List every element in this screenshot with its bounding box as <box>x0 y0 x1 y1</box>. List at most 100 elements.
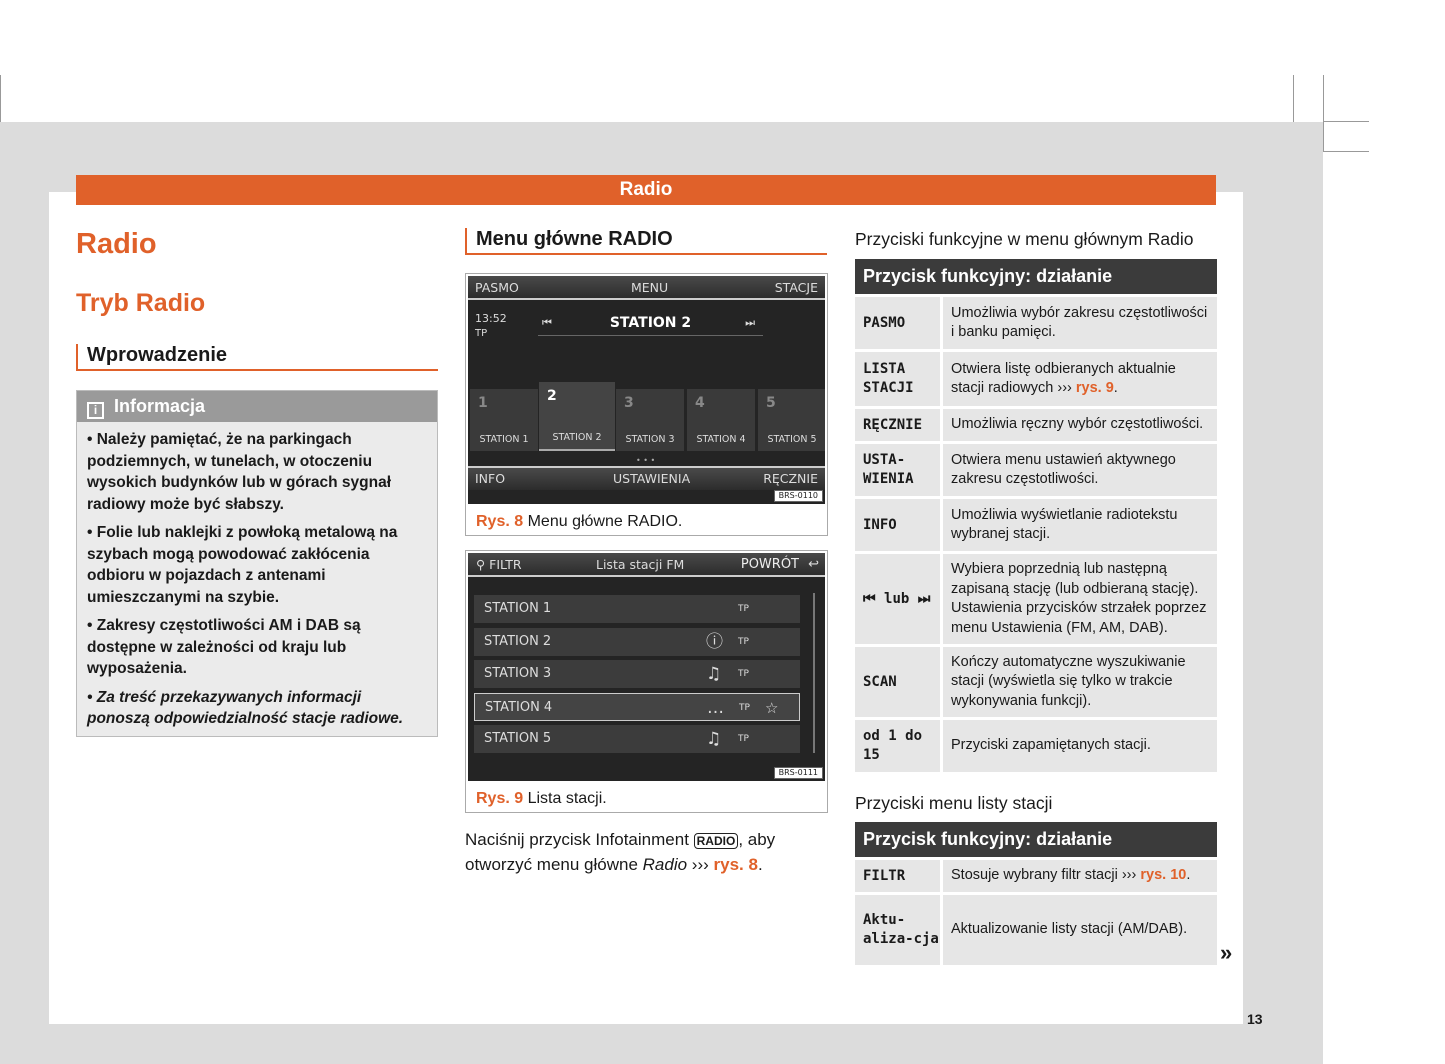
figure-9: ⚲ FILTR Lista stacji FM POWRÓT ↩ STATION… <box>465 550 828 813</box>
table-row: INFO Umożliwia wyświetlanie radiotekstu w… <box>855 499 1217 551</box>
station-list-table: Przycisk funkcyjny: działanie FILTR Stosuj… <box>855 822 1217 965</box>
filter-button[interactable]: ⚲ FILTR <box>476 557 522 572</box>
station-attr-icon: … <box>707 697 724 718</box>
table-row: LISTA STACJI Otwiera listę odbieranych ak… <box>855 352 1217 406</box>
page-subtitle: Tryb Radio <box>76 289 206 317</box>
back-button[interactable]: POWRÓT <box>740 557 799 572</box>
info-box: i Informacja • Należy pamiętać, że na par… <box>76 390 438 737</box>
tab-info[interactable]: INFO <box>475 471 506 486</box>
page-dots: • • • <box>636 456 656 465</box>
filter-icon: ⚲ <box>476 557 486 572</box>
function-key: FILTR <box>855 860 940 892</box>
continue-mark: » <box>1220 940 1233 965</box>
table-row: FILTR Stosuje wybrany filtr stacji ››› ry… <box>855 860 1217 892</box>
crop-mark <box>1323 151 1369 152</box>
station-row[interactable]: STATION 4 … TP ☆ <box>474 692 800 721</box>
figure-code: BRS-0110 <box>773 490 823 502</box>
table-header: Przycisk funkcyjny: działanie <box>855 259 1217 294</box>
function-description: Umożliwia wybór zakresu częstotliwości i… <box>951 304 1208 341</box>
list-title: Lista stacji FM <box>596 557 685 572</box>
tab-pasmo[interactable]: PASMO <box>475 280 519 295</box>
crop-mark <box>1293 75 1294 122</box>
station-attr-icon: ♫ <box>706 664 722 684</box>
next-icon[interactable]: ⏭ <box>745 316 755 329</box>
table-row: PASMO Umożliwia wybór zakresu częstotliwo… <box>855 297 1217 349</box>
preset-button-active[interactable]: 2 STATION 2 <box>539 382 615 451</box>
tp-indicator: TP <box>738 669 749 679</box>
function-key: RĘCZNIE <box>855 409 940 441</box>
function-key: Aktu-aliza-cja <box>855 895 940 965</box>
function-key: ⏮ lub ⏭ <box>855 554 940 644</box>
figure-link[interactable]: rys. 8 <box>713 855 758 874</box>
menu-heading: Menu główne RADIO <box>465 228 827 255</box>
prev-icon[interactable]: ⏮ <box>542 316 552 329</box>
station-name: STATION 4 <box>485 699 553 715</box>
function-description: Wybiera poprzednią lub następną zapisaną… <box>951 561 1207 636</box>
intro-heading: Wprowadzenie <box>76 344 438 371</box>
table-row: od 1 do 15 Przyciski zapamiętanych stacji… <box>855 720 1217 772</box>
function-key: INFO <box>855 499 940 551</box>
crop-mark <box>1323 75 1324 152</box>
crop-mark <box>0 75 1 122</box>
tp-indicator: TP <box>738 734 749 744</box>
radio-main-screen: PASMO MENU STACJE 13:52 TP ⏮ STATION 2 ⏭… <box>468 276 825 504</box>
preset-button[interactable]: 4 STATION 4 <box>687 389 755 451</box>
figure-link[interactable]: rys. 10 <box>1140 867 1187 884</box>
figure-link[interactable]: rys. 9 <box>1075 380 1114 396</box>
tp-indicator: TP <box>475 328 488 339</box>
station-name: STATION 1 <box>484 601 552 616</box>
figure-number: Rys. 8 <box>476 513 524 530</box>
function-key: PASMO <box>855 297 940 349</box>
body-text: Naciśnij przycisk Infotainment RADIO, ab… <box>465 830 776 874</box>
clock: 13:52 <box>475 312 507 325</box>
station-list-screen: ⚲ FILTR Lista stacji FM POWRÓT ↩ STATION… <box>468 553 825 781</box>
back-arrow-icon[interactable]: ↩ <box>808 557 819 572</box>
tp-indicator: TP <box>738 604 749 614</box>
station-attr-icon: ♫ <box>706 729 722 749</box>
tab-recznie[interactable]: RĘCZNIE <box>763 471 818 486</box>
preset-button[interactable]: 1 STATION 1 <box>470 389 538 451</box>
function-key: LISTA STACJI <box>855 352 940 406</box>
radio-key-icon: RADIO <box>693 833 739 849</box>
preset-button[interactable]: 5 STATION 5 <box>758 389 825 451</box>
function-description: Umożliwia wyświetlanie radiotekstu wybra… <box>951 506 1178 543</box>
tp-indicator: TP <box>739 702 750 713</box>
table-header: Przycisk funkcyjny: działanie <box>855 822 1217 857</box>
info-heading: Informacja <box>114 396 206 416</box>
preset-button[interactable]: 3 STATION 3 <box>616 389 684 451</box>
info-icon: i <box>87 402 104 419</box>
favorite-star-icon[interactable]: ☆ <box>765 698 779 717</box>
function-key: od 1 do 15 <box>855 720 940 772</box>
function-description: Umożliwia ręczny wybór częstotliwości. <box>951 416 1204 433</box>
station-row[interactable]: STATION 1 TP <box>474 595 800 623</box>
function-table: Przycisk funkcyjny: działanie PASMO Umożli… <box>855 259 1217 772</box>
tab-stacje[interactable]: STACJE <box>774 280 818 295</box>
crop-mark <box>1323 121 1369 122</box>
info-item: • Należy pamiętać, że na parkingach podz… <box>87 431 392 513</box>
table-row: Aktu-aliza-cja Aktualizowanie listy stacj… <box>855 895 1217 965</box>
station-attr-icon: ⓘ <box>706 631 723 652</box>
info-item: • Zakresy częstotliwości AM i DAB są dos… <box>87 617 361 677</box>
page-number: 13 <box>1247 1011 1263 1027</box>
info-item: • Folie lub naklejki z powłoką metalową … <box>87 524 398 606</box>
function-description: Kończy automatyczne wyszukiwanie stacji … <box>951 653 1186 709</box>
table-row: USTA-WIENIA Otwiera menu ustawień aktywne… <box>855 444 1217 496</box>
function-description: Otwiera listę odbieranych aktualnie stac… <box>951 360 1176 397</box>
station-row[interactable]: STATION 5 ♫ TP <box>474 725 800 753</box>
function-description: Aktualizowanie listy stacji (AM/DAB). <box>951 921 1188 938</box>
station-name: STATION 3 <box>484 666 552 681</box>
section-banner: Radio <box>76 175 1216 205</box>
tab-menu[interactable]: MENU <box>631 280 669 295</box>
station-name: STATION 5 <box>484 731 552 746</box>
scrollbar[interactable] <box>813 593 815 753</box>
function-description: Przyciski zapamiętanych stacji. <box>951 737 1151 754</box>
right-column: Przyciski funkcyjne w menu głównym Radio… <box>855 228 1217 965</box>
figure-number: Rys. 9 <box>476 790 524 807</box>
function-description: Stosuje wybrany filtr stacji ››› <box>951 867 1141 884</box>
tab-ustawienia[interactable]: USTAWIENIA <box>613 471 691 486</box>
station-name: STATION 2 <box>484 633 552 649</box>
station-row[interactable]: STATION 3 ♫ TP <box>474 660 800 688</box>
function-key: SCAN <box>855 647 940 717</box>
figure-caption: Menu główne RADIO. <box>527 513 683 530</box>
station-row[interactable]: STATION 2 ⓘ TP <box>474 627 800 656</box>
